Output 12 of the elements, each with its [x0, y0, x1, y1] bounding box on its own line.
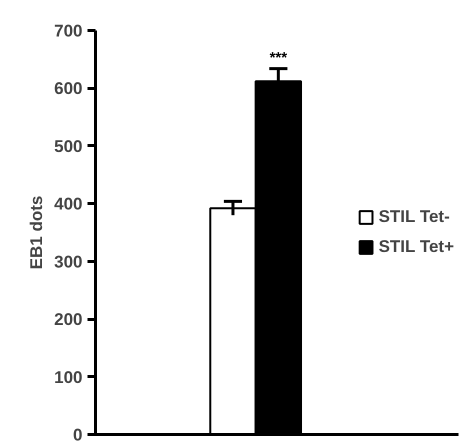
legend-label: STIL Tet+ — [378, 237, 454, 257]
y-tick-label: 100 — [54, 368, 83, 387]
y-tick-label: 500 — [54, 136, 83, 156]
y-tick-label: 0 — [73, 426, 83, 444]
legend-label: STIL Tet- — [378, 207, 450, 227]
y-tick-label: 700 — [54, 22, 83, 40]
y-axis-title: EB1 dots — [27, 196, 46, 270]
y-tick-label: 400 — [54, 194, 83, 214]
y-tick-label: 300 — [54, 252, 83, 272]
y-tick-label: 200 — [54, 310, 83, 330]
y-tick-label: 600 — [54, 79, 83, 98]
annotation: *** — [270, 50, 288, 67]
